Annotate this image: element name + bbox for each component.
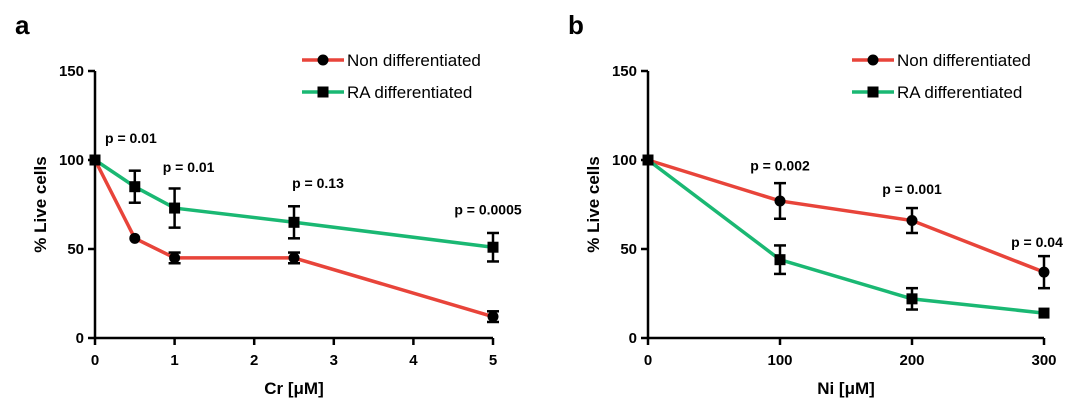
data-point-ra-differentiated (169, 202, 181, 214)
chart-panel-b: b 0 50 100 150 0 100 200 300 Ni [μM] % Live cells p… (568, 10, 1063, 398)
series-line-non-differentiated (647, 158, 1045, 274)
p-value-annotation: p = 0.01 (163, 159, 215, 175)
series-line-ra-differentiated (646, 158, 1045, 315)
legend-label-non-differentiated: Non differentiated (347, 51, 481, 70)
legend-marker-ra-differentiated (317, 86, 329, 98)
data-point-non-differentiated (169, 252, 181, 264)
p-value-annotation: p = 0.001 (882, 181, 942, 197)
data-point-non-differentiated (288, 252, 300, 264)
y-tick-label: 100 (59, 152, 84, 169)
legend-marker-non-differentiated (867, 54, 879, 66)
y-tick-label: 150 (59, 63, 84, 80)
p-value-annotation: p = 0.01 (105, 130, 157, 146)
data-point-ra-differentiated (288, 216, 300, 228)
legend-marker-ra-differentiated (867, 86, 879, 98)
data-point-non-differentiated (487, 311, 499, 323)
x-tick-label: 300 (1031, 352, 1056, 369)
legend-label-ra-differentiated: RA differentiated (347, 83, 472, 102)
y-axis-title: % Live cells (584, 156, 603, 252)
x-tick-label: 2 (250, 352, 258, 369)
x-tick-label: 3 (330, 352, 338, 369)
legend-label-ra-differentiated: RA differentiated (897, 83, 1022, 102)
data-point-non-differentiated (906, 215, 918, 227)
legend: Non differentiated RA differentiated (852, 51, 1031, 102)
data-point-non-differentiated (774, 195, 786, 207)
x-axis-title: Ni [μM] (817, 379, 875, 398)
data-point-ra-differentiated (129, 181, 141, 193)
p-value-annotation: p = 0.04 (1011, 234, 1063, 250)
data-point-ra-differentiated (89, 154, 101, 166)
data-point-ra-differentiated (774, 254, 786, 266)
x-tick-label: 200 (899, 352, 924, 369)
p-value-annotation: p = 0.0005 (454, 202, 522, 218)
data-point-ra-differentiated (906, 293, 918, 305)
x-tick-label: 5 (489, 352, 497, 369)
x-tick-label: 4 (409, 352, 418, 369)
y-tick-label: 0 (629, 330, 637, 347)
x-tick-label: 100 (767, 352, 792, 369)
data-point-ra-differentiated (1038, 307, 1050, 319)
p-value-annotation: p = 0.002 (750, 158, 810, 174)
p-value-annotation: p = 0.13 (292, 175, 344, 191)
x-tick-label: 0 (91, 352, 99, 369)
legend: Non differentiated RA differentiated (302, 51, 481, 102)
data-point-non-differentiated (1038, 266, 1050, 278)
y-tick-label: 100 (612, 152, 637, 169)
data-point-non-differentiated (129, 232, 141, 244)
data-point-ra-differentiated (642, 154, 654, 166)
y-tick-label: 150 (612, 63, 637, 80)
chart-panel-a: a 0 50 100 150 0 1 2 3 4 5 Cr [μM] % Live cells p = 0… (15, 10, 522, 398)
x-axis-title: Cr [μM] (264, 379, 324, 398)
y-tick-label: 50 (620, 241, 637, 258)
x-tick-label: 0 (644, 352, 652, 369)
y-tick-label: 0 (76, 330, 84, 347)
y-tick-label: 50 (67, 241, 84, 258)
legend-marker-non-differentiated (317, 54, 329, 66)
panel-letter: a (15, 10, 30, 40)
x-tick-label: 1 (170, 352, 178, 369)
data-point-ra-differentiated (487, 241, 499, 253)
y-axis-title: % Live cells (31, 156, 50, 252)
legend-label-non-differentiated: Non differentiated (897, 51, 1031, 70)
panel-letter: b (568, 10, 584, 40)
